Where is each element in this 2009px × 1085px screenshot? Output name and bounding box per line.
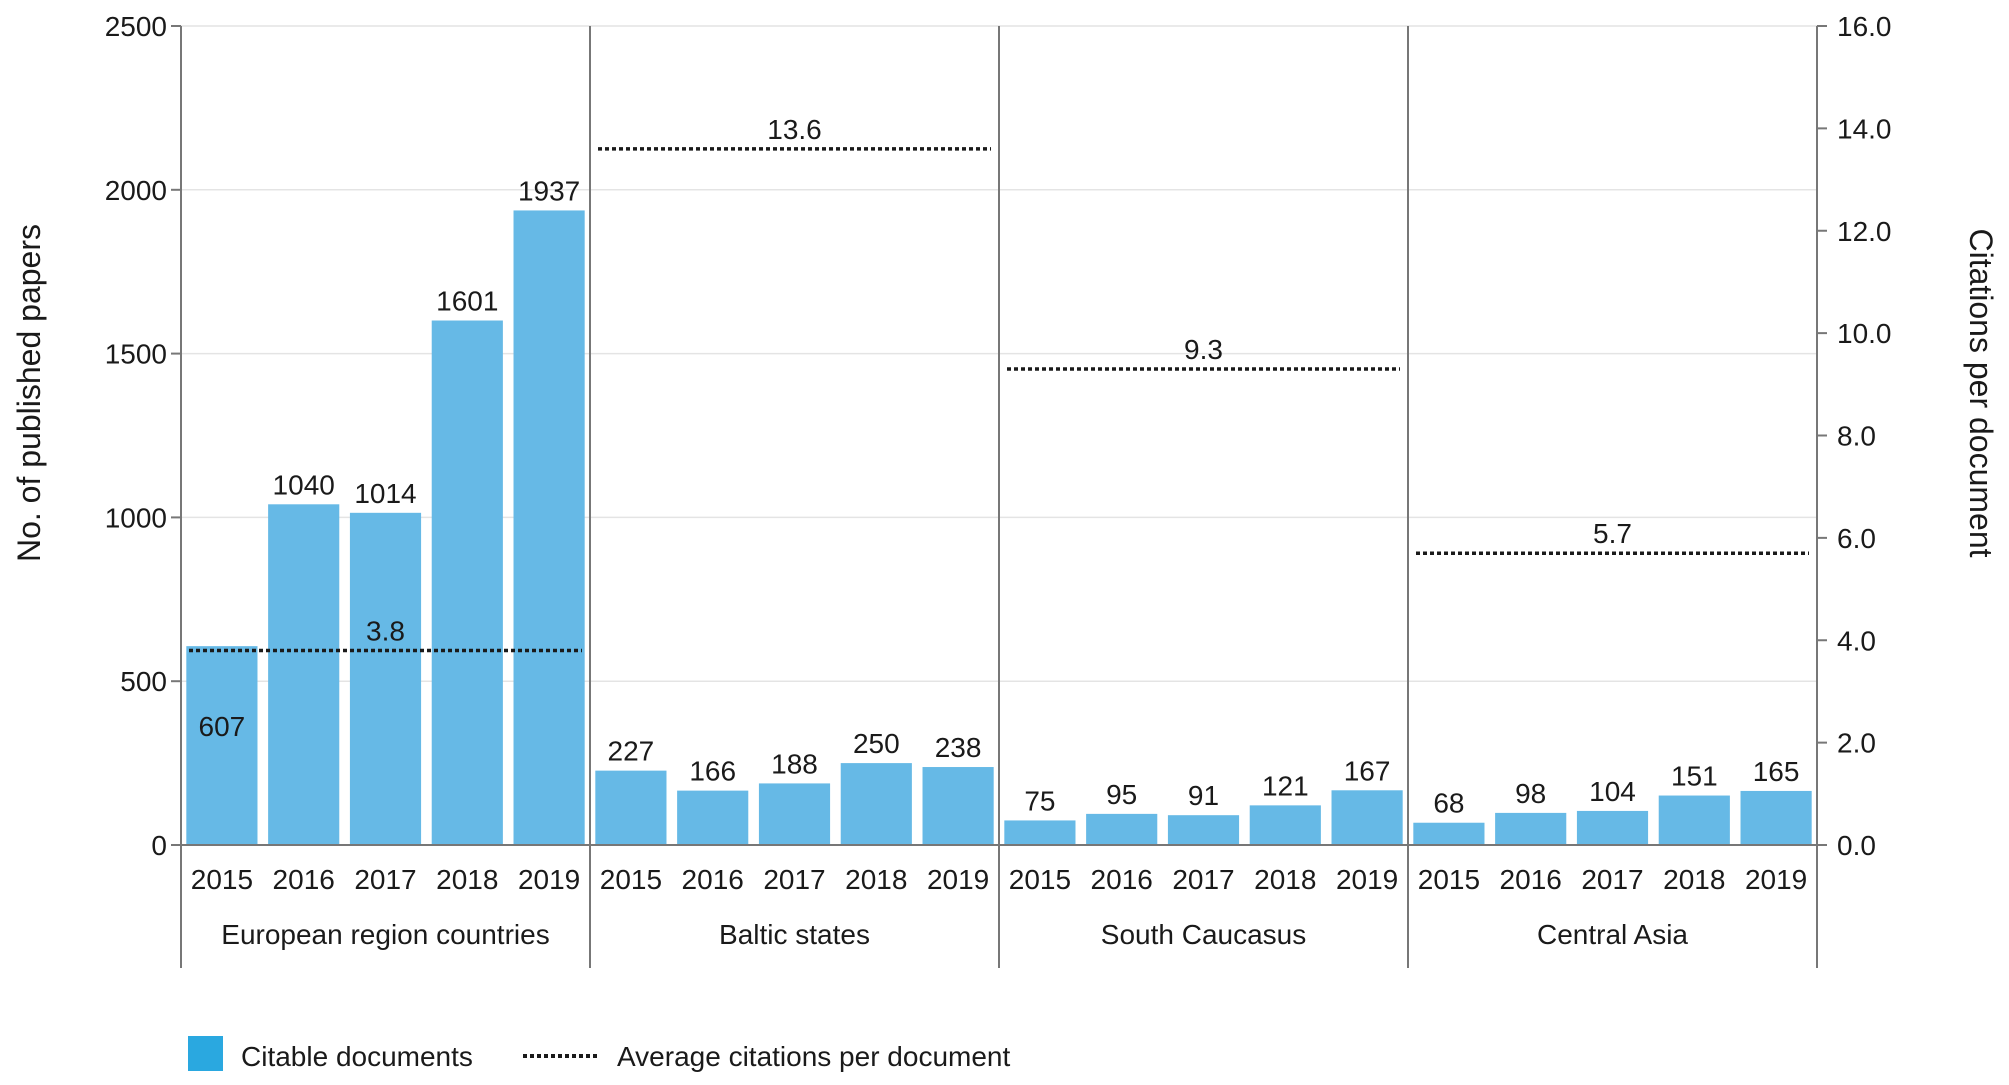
legend-swatch-bar [188, 1036, 223, 1071]
y-axis-title: No. of published papers [11, 224, 47, 562]
group-label-3: Central Asia [1537, 919, 1688, 950]
x-tick-label-3-2018: 2018 [1663, 864, 1725, 895]
x-tick-label-1-2018: 2018 [845, 864, 907, 895]
legend: Citable documents Average citations per … [188, 1036, 1010, 1072]
group-label-1: Baltic states [719, 919, 870, 950]
bar-3-2015 [1413, 822, 1485, 845]
bar-0-2015 [186, 646, 258, 845]
y2-tick-label-8.0: 8.0 [1837, 421, 1876, 452]
x-tick-label-1-2017: 2017 [763, 864, 825, 895]
y-tick-label-2500: 2500 [105, 11, 167, 42]
bar-1-2015 [595, 770, 667, 845]
axis-layer: 0 500 1000 1500 2000 2500 0.0 2.0 4.0 6.0 8.0 10.0 1… [105, 11, 1892, 968]
bar-1-2016 [677, 790, 749, 845]
x-tick-label-1-2015: 2015 [600, 864, 662, 895]
y2-tick-label-0.0: 0.0 [1837, 830, 1876, 861]
y2-axis-title: Citations per document [1963, 228, 1999, 557]
bar-value-label-3-2016: 98 [1515, 778, 1546, 809]
x-tick-label-0-2018: 2018 [436, 864, 498, 895]
bar-value-label-0-2019: 1937 [518, 175, 580, 206]
x-tick-label-2-2018: 2018 [1254, 864, 1316, 895]
bar-2-2016 [1086, 813, 1158, 845]
y2-tick-label-10.0: 10.0 [1837, 318, 1892, 349]
x-tick-label-0-2017: 2017 [354, 864, 416, 895]
bar-layer [186, 210, 1812, 846]
bar-value-label-2-2015: 75 [1024, 785, 1055, 816]
bar-0-2017 [349, 512, 422, 845]
bar-0-2018 [431, 320, 503, 845]
bar-3-2019 [1740, 790, 1812, 845]
bar-value-label-1-2019: 238 [935, 732, 982, 763]
bar-value-label-0-2017: 1014 [354, 478, 416, 509]
y2-tick-label-12.0: 12.0 [1837, 216, 1892, 247]
bar-value-label-1-2015: 227 [608, 736, 655, 767]
bar-value-label-0-2018: 1601 [436, 286, 498, 317]
bar-value-label-1-2017: 188 [771, 748, 818, 779]
avg-value-label-0: 3.8 [366, 615, 405, 646]
y2-tick-label-14.0: 14.0 [1837, 113, 1892, 144]
bar-3-2017 [1576, 810, 1649, 845]
bar-value-label-0-2015: 607 [199, 711, 246, 742]
x-tick-label-3-2017: 2017 [1581, 864, 1643, 895]
bar-2-2019 [1331, 790, 1403, 845]
bar-value-label-3-2015: 68 [1433, 788, 1464, 819]
x-tick-label-0-2016: 2016 [273, 864, 335, 895]
bar-value-label-2-2017: 91 [1188, 780, 1219, 811]
y2-tick-label-16.0: 16.0 [1837, 11, 1892, 42]
bar-value-label-2-2019: 167 [1344, 755, 1391, 786]
x-tick-label-1-2016: 2016 [682, 864, 744, 895]
bar-value-label-2-2016: 95 [1106, 779, 1137, 810]
avg-value-label-3: 5.7 [1593, 518, 1632, 549]
x-tick-label-0-2019: 2019 [518, 864, 580, 895]
bar-1-2017 [758, 783, 831, 845]
y-tick-label-500: 500 [120, 666, 167, 697]
y2-tick-label-4.0: 4.0 [1837, 625, 1876, 656]
group-label-0: European region countries [221, 919, 549, 950]
y-tick-label-2000: 2000 [105, 175, 167, 206]
bar-0-2019 [513, 210, 585, 846]
x-tick-label-2-2019: 2019 [1336, 864, 1398, 895]
bar-value-label-1-2018: 250 [853, 728, 900, 759]
x-tick-label-0-2015: 2015 [191, 864, 253, 895]
bar-2-2018 [1249, 805, 1321, 845]
x-tick-label-2-2016: 2016 [1091, 864, 1153, 895]
bar-1-2018 [840, 763, 912, 845]
x-tick-label-1-2019: 2019 [927, 864, 989, 895]
y-tick-label-0: 0 [151, 830, 167, 861]
bar-0-2016 [268, 504, 340, 845]
bar-value-label-3-2018: 151 [1671, 761, 1718, 792]
legend-label-bars: Citable documents [241, 1041, 473, 1072]
x-tick-label-3-2015: 2015 [1418, 864, 1480, 895]
bar-2-2017 [1167, 815, 1240, 845]
label-layer: 607 2015 1040 2016 1014 2017 1601 2018 1937 2019 3… [189, 114, 1809, 950]
x-tick-label-3-2019: 2019 [1745, 864, 1807, 895]
x-tick-label-2-2015: 2015 [1009, 864, 1071, 895]
x-tick-label-3-2016: 2016 [1500, 864, 1562, 895]
bar-2-2015 [1004, 820, 1076, 845]
y-tick-label-1000: 1000 [105, 502, 167, 533]
y-tick-label-1500: 1500 [105, 339, 167, 370]
bar-value-label-3-2017: 104 [1589, 776, 1636, 807]
x-tick-label-2-2017: 2017 [1172, 864, 1234, 895]
bar-value-label-1-2016: 166 [689, 756, 736, 787]
legend-label-avg: Average citations per document [617, 1041, 1010, 1072]
bar-1-2019 [922, 767, 994, 845]
bar-value-label-3-2019: 165 [1753, 756, 1800, 787]
bar-3-2016 [1495, 812, 1567, 845]
bar-value-label-2-2018: 121 [1262, 770, 1309, 801]
avg-value-label-2: 9.3 [1184, 334, 1223, 365]
avg-value-label-1: 13.6 [767, 114, 822, 145]
bar-value-label-0-2016: 1040 [273, 469, 335, 500]
y2-tick-label-6.0: 6.0 [1837, 523, 1876, 554]
group-label-2: South Caucasus [1101, 919, 1306, 950]
bar-3-2018 [1658, 795, 1730, 845]
y2-tick-label-2.0: 2.0 [1837, 728, 1876, 759]
